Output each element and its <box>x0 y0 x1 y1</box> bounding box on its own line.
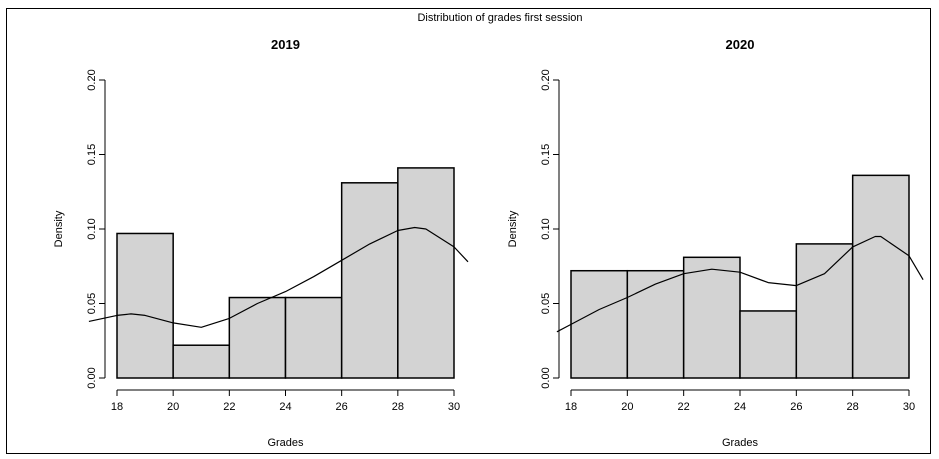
histogram-bar-3 <box>228 296 287 379</box>
density-curve <box>556 235 924 333</box>
x-tick-label: 18 <box>565 401 577 413</box>
x-tick-label: 20 <box>621 401 633 413</box>
histogram-bar-6 <box>851 174 910 379</box>
y-tick-label: 0.15 <box>540 144 552 165</box>
x-tick-label: 30 <box>448 401 460 413</box>
y-tick-label: 0.00 <box>86 367 98 388</box>
x-tick-label: 26 <box>336 401 348 413</box>
figure-frame <box>6 8 931 454</box>
figure-title: Distribution of grades first session <box>417 12 582 24</box>
histogram-bar-5 <box>795 243 854 379</box>
y-tick-label: 0.15 <box>86 144 98 165</box>
histogram-bar-5 <box>340 182 399 379</box>
x-tick-label: 24 <box>734 401 746 413</box>
chart-panels: 2019 18 20 22 24 26 28 30 Grades 0.00 0.05 0.10 0.15… <box>53 37 924 449</box>
histogram-bar-3 <box>682 256 741 379</box>
y-tick-label: 0.20 <box>540 69 552 90</box>
x-tick-label: 24 <box>279 401 291 413</box>
x-tick-label: 22 <box>678 401 690 413</box>
density-curve <box>88 226 469 328</box>
histogram-bar-1 <box>116 232 174 379</box>
x-tick-label: 28 <box>847 401 859 413</box>
y-tick-label: 0.05 <box>540 293 552 314</box>
y-axis-label: Density <box>507 210 519 247</box>
histogram-bar-4 <box>284 296 343 379</box>
chart-panel-1: 2019 18 20 22 24 26 28 30 Grades 0.00 0.05 0.10 0.15… <box>53 37 469 449</box>
x-axis-label: Grades <box>722 437 759 449</box>
x-axis-label: Grades <box>267 437 304 449</box>
x-tick-label: 30 <box>903 401 915 413</box>
y-tick-label: 0.00 <box>540 367 552 388</box>
y-tick-label: 0.20 <box>86 69 98 90</box>
histogram-bar-6 <box>397 167 455 379</box>
y-tick-label: 0.10 <box>540 218 552 239</box>
histogram-bar-2 <box>172 344 231 379</box>
x-tick-label: 26 <box>790 401 802 413</box>
y-tick-label: 0.10 <box>86 218 98 239</box>
histogram-bar-1 <box>570 269 629 379</box>
histogram-bar-2 <box>626 269 685 379</box>
x-tick-label: 22 <box>223 401 235 413</box>
chart-panel-2: 2020 18 20 22 24 26 28 30 Grades 0.00 0.05 0.10 0.15… <box>507 37 924 449</box>
y-tick-label: 0.05 <box>86 293 98 314</box>
x-tick-label: 18 <box>111 401 123 413</box>
x-tick-label: 28 <box>392 401 404 413</box>
x-tick-label: 20 <box>167 401 179 413</box>
chart-title: 2020 <box>726 37 755 52</box>
y-axis-label: Density <box>53 210 65 247</box>
chart-title: 2019 <box>271 37 300 52</box>
histogram-bar-4 <box>739 310 798 379</box>
